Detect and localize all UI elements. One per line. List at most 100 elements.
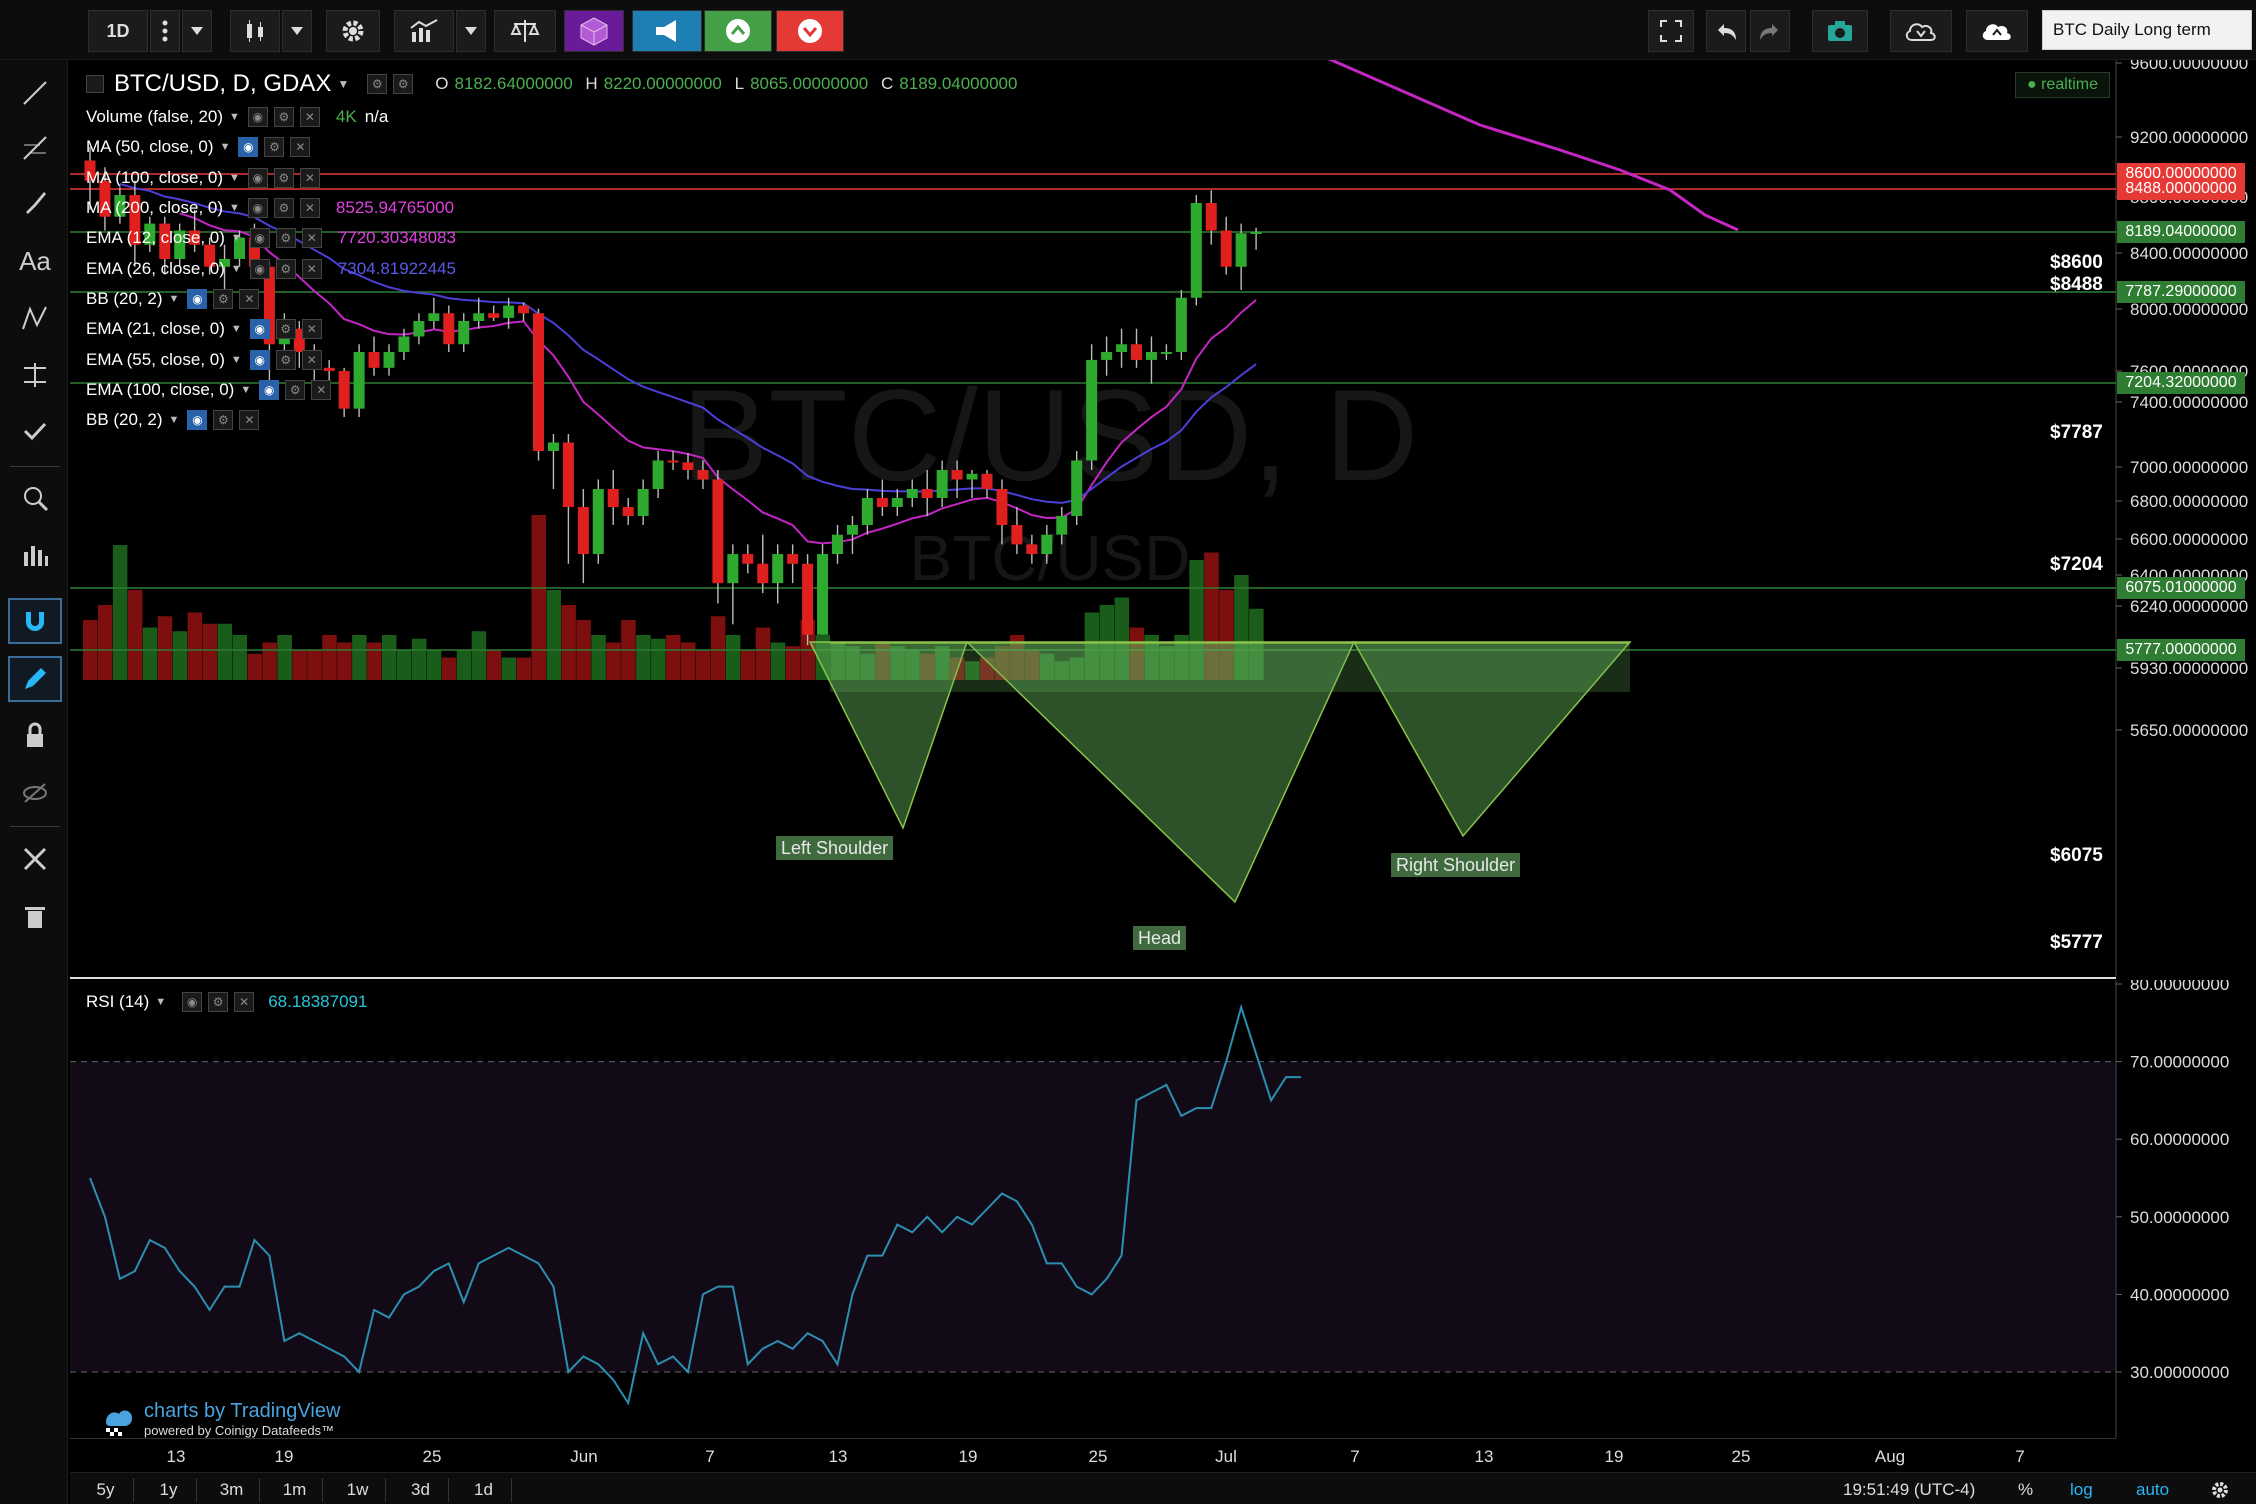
rsi-close-icon[interactable]: ✕ <box>234 992 255 1012</box>
sell-button[interactable] <box>776 10 844 52</box>
fullscreen-button[interactable] <box>1648 10 1694 52</box>
candle[interactable] <box>562 442 574 508</box>
candle[interactable] <box>592 489 604 555</box>
candle[interactable] <box>667 460 679 463</box>
candle[interactable] <box>547 442 559 452</box>
close-icon[interactable]: ✕ <box>301 258 322 279</box>
candle[interactable] <box>891 498 903 507</box>
gear-icon[interactable]: ⚙ <box>275 258 296 279</box>
range-button[interactable]: 1m <box>267 1478 323 1502</box>
pattern-shape[interactable] <box>1352 641 1632 838</box>
eye-icon[interactable]: ◉ <box>187 410 208 431</box>
candle[interactable] <box>652 460 664 490</box>
candle[interactable] <box>323 367 335 371</box>
measure-tool[interactable] <box>8 352 62 398</box>
close-icon[interactable]: ✕ <box>301 319 322 340</box>
compare-button[interactable] <box>494 10 556 52</box>
symbol-settings-icon[interactable]: ⚙ <box>367 74 388 94</box>
close-icon[interactable]: ✕ <box>290 137 311 158</box>
indicator-name[interactable]: Volume (false, 20) <box>86 107 224 127</box>
tradingview-branding[interactable]: charts by TradingView powered by Coinigy… <box>102 1400 340 1438</box>
candle[interactable] <box>114 195 126 217</box>
percent-toggle[interactable]: % <box>2018 1480 2034 1499</box>
chevron-down-icon[interactable]: ▼ <box>230 262 242 275</box>
candle[interactable] <box>1026 544 1038 555</box>
indicator-name[interactable]: EMA (12, close, 0) <box>86 228 225 248</box>
gear-icon[interactable]: ⚙ <box>275 349 296 370</box>
interval-dropdown[interactable] <box>182 10 212 52</box>
candle[interactable] <box>1250 231 1262 234</box>
candle[interactable] <box>846 525 858 535</box>
undo-button[interactable] <box>1706 10 1746 52</box>
candle[interactable] <box>263 266 275 345</box>
candle[interactable] <box>1205 203 1217 231</box>
text-tool[interactable]: Aa <box>8 238 62 284</box>
save-button[interactable] <box>1966 10 2028 52</box>
candle[interactable] <box>1220 230 1232 267</box>
tools-tool[interactable] <box>8 836 62 882</box>
eye-icon[interactable]: ◉ <box>238 137 259 158</box>
eye-icon[interactable]: ◉ <box>249 258 270 279</box>
candle[interactable] <box>428 313 440 321</box>
gear-icon[interactable]: ⚙ <box>213 288 234 309</box>
candle[interactable] <box>742 554 754 564</box>
candle[interactable] <box>443 313 455 345</box>
magnet-tool[interactable] <box>8 598 62 644</box>
chevron-down-icon[interactable]: ▼ <box>229 202 240 215</box>
candle[interactable] <box>338 370 350 409</box>
candle[interactable] <box>802 563 814 635</box>
range-button[interactable]: 1d <box>456 1478 512 1502</box>
close-icon[interactable]: ✕ <box>299 198 320 219</box>
close-icon[interactable]: ✕ <box>301 228 322 249</box>
candle[interactable] <box>577 507 589 555</box>
candle[interactable] <box>503 305 515 318</box>
gear-icon[interactable]: ⚙ <box>273 198 294 219</box>
indicator-name[interactable]: EMA (21, close, 0) <box>86 319 225 339</box>
candle[interactable] <box>622 507 634 516</box>
candle[interactable] <box>607 489 619 507</box>
candle[interactable] <box>1131 344 1142 360</box>
range-button[interactable]: 1y <box>141 1478 197 1502</box>
lock-tool[interactable] <box>8 712 62 758</box>
gear-icon[interactable]: ⚙ <box>273 167 294 188</box>
chevron-down-icon[interactable]: ▼ <box>230 323 242 336</box>
pattern-tool[interactable] <box>8 295 62 341</box>
pane-separator[interactable] <box>70 977 2116 979</box>
candle[interactable] <box>951 470 963 480</box>
indicator-name[interactable]: EMA (26, close, 0) <box>86 258 225 278</box>
candle[interactable] <box>1086 359 1098 461</box>
indicator-name[interactable]: BB (20, 2) <box>86 288 163 308</box>
fib-tool[interactable] <box>8 125 62 171</box>
gear-icon[interactable]: ⚙ <box>264 137 285 158</box>
candle[interactable] <box>533 313 544 451</box>
rsi-chart[interactable]: 80.00000000 70.00000000 60.00000000 50.0000… <box>70 980 2256 1438</box>
clock[interactable]: 19:51:49 (UTC-4) <box>1843 1480 1976 1499</box>
symbol-title[interactable]: BTC/USD, D, GDAX <box>114 70 332 97</box>
chevron-down-icon[interactable]: ▼ <box>219 141 231 154</box>
menu-button[interactable] <box>150 10 180 52</box>
chevron-down-icon[interactable]: ▼ <box>229 171 240 184</box>
log-toggle[interactable]: log <box>2070 1480 2093 1499</box>
time-axis[interactable]: 13 19 25 Jun 7 13 19 25 Jul 7 13 19 25 Aug 7 <box>70 1438 2116 1472</box>
rsi-line[interactable] <box>89 1003 1301 1406</box>
candle[interactable] <box>1116 344 1128 352</box>
eye-icon[interactable]: ◉ <box>247 167 268 188</box>
brush-tool[interactable] <box>8 180 62 226</box>
settings-button[interactable] <box>326 10 380 52</box>
candle[interactable] <box>518 305 530 314</box>
gear-icon[interactable]: ⚙ <box>285 379 306 400</box>
close-icon[interactable]: ✕ <box>301 349 322 370</box>
candle[interactable] <box>84 160 96 181</box>
candle[interactable] <box>787 554 799 564</box>
candle[interactable] <box>204 244 216 267</box>
redo-button[interactable] <box>1750 10 1790 52</box>
interval-button[interactable]: 1D <box>88 10 148 52</box>
auto-toggle[interactable]: auto <box>2136 1480 2170 1499</box>
close-icon[interactable]: ✕ <box>239 288 260 309</box>
candle[interactable] <box>757 563 769 584</box>
candle[interactable] <box>248 237 260 267</box>
candle[interactable] <box>832 534 843 555</box>
indicator-name[interactable]: MA (100, close, 0) <box>86 167 224 187</box>
symbol-gear-icon[interactable]: ⚙ <box>393 74 414 94</box>
candle[interactable] <box>174 230 186 259</box>
